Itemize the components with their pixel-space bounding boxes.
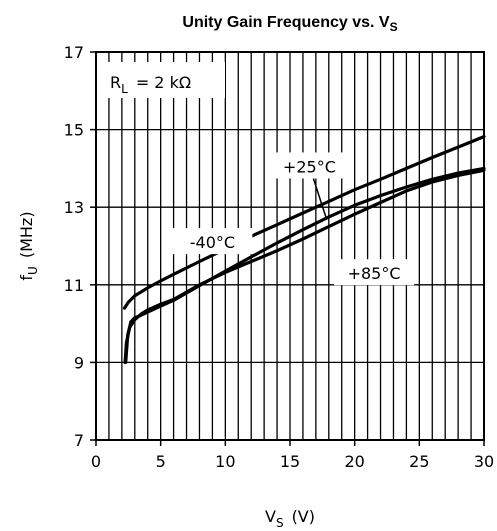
y-axis-label: fU(MHz): [17, 211, 40, 280]
y-axis-subscript: U: [26, 266, 40, 275]
tick-marks: [90, 51, 485, 446]
series-line: [123, 168, 486, 364]
y-tick-label: 15: [64, 121, 84, 140]
x-tick-label: 25: [409, 452, 429, 471]
x-tick-label: 15: [280, 452, 300, 471]
y-tick-labels: 7 9 11 13 15 17: [64, 43, 84, 450]
series-label-bg: [334, 259, 415, 286]
condition-box-bg: [99, 62, 225, 98]
x-axis-subscript: S: [276, 516, 284, 530]
condition-label: RL = 2 kΩ: [110, 73, 191, 96]
x-tick-label: 0: [91, 452, 101, 471]
series-label-leader: [312, 178, 327, 219]
chart-title: Unity Gain Frequency vs. VS: [182, 14, 397, 34]
x-tick-label: 10: [215, 452, 235, 471]
x-axis-label: VS (V): [265, 507, 315, 530]
series-labels: +25°C -40°C +85°C: [172, 152, 415, 286]
series-label: +85°C: [348, 264, 401, 283]
series-label: +25°C: [283, 157, 336, 176]
x-tick-label: 20: [344, 452, 364, 471]
y-tick-label: 9: [74, 353, 84, 372]
y-tick-label: 13: [64, 198, 84, 217]
series-label-bg: [269, 152, 350, 179]
condition-subscript: L: [121, 82, 128, 96]
series-lines: [122, 135, 486, 364]
series-line: [124, 166, 486, 364]
y-axis-unit: (MHz): [17, 211, 36, 258]
grid: [96, 52, 484, 440]
x-tick-labels: 0 5 10 15 20 25 30: [91, 452, 494, 471]
x-axis-unit: (V): [292, 507, 315, 526]
series-line: [122, 135, 486, 310]
series-label: -40°C: [190, 233, 235, 252]
series-label-bg: [172, 228, 253, 255]
chart-title-subscript: S: [390, 20, 398, 34]
x-tick-label: 5: [156, 452, 166, 471]
x-tick-label: 30: [474, 452, 494, 471]
y-tick-label: 7: [74, 431, 84, 450]
y-tick-label: 11: [64, 276, 84, 295]
y-tick-label: 17: [64, 43, 84, 62]
condition-value: = 2 kΩ: [136, 73, 191, 92]
